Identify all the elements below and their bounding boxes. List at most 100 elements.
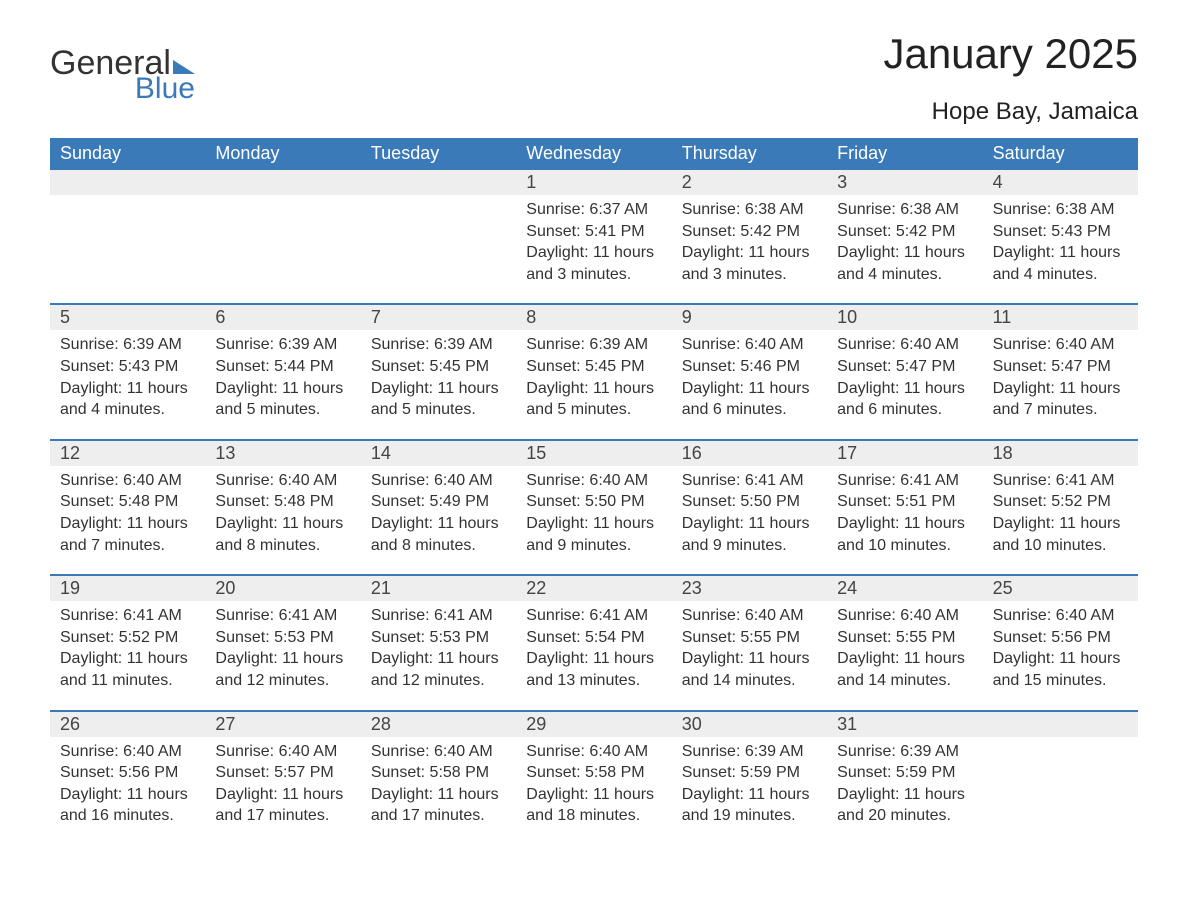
- day-number: 23: [672, 576, 827, 601]
- day-cell: 8Sunrise: 6:39 AMSunset: 5:45 PMDaylight…: [516, 303, 671, 438]
- sunset-text: Sunset: 5:48 PM: [60, 491, 195, 513]
- day-cell: [983, 710, 1138, 845]
- day-number: 8: [516, 305, 671, 330]
- day-info: Sunrise: 6:40 AMSunset: 5:58 PMDaylight:…: [526, 741, 661, 827]
- daylight-text: Daylight: 11 hours and 4 minutes.: [60, 378, 195, 421]
- day-number: 5: [50, 305, 205, 330]
- header-right: January 2025 Hope Bay, Jamaica: [883, 30, 1138, 126]
- daylight-text: Daylight: 11 hours and 7 minutes.: [60, 513, 195, 556]
- day-cell: 12 Sunrise: 6:40 AMSunset: 5:48 PMDayligh…: [50, 439, 205, 574]
- sunrise-text: Sunrise: 6:41 AM: [682, 470, 817, 492]
- day-cell: 2Sunrise: 6:38 AMSunset: 5:42 PMDaylight…: [672, 170, 827, 303]
- day-number: 27: [205, 712, 360, 737]
- sunset-text: Sunset: 5:56 PM: [60, 762, 195, 784]
- daylight-text: Daylight: 11 hours and 5 minutes.: [526, 378, 661, 421]
- day-cell: 29 Sunrise: 6:40 AMSunset: 5:58 PMDayligh…: [516, 710, 671, 845]
- calendar-grid: SundayMondayTuesdayWednesdayThursdayFrid…: [50, 138, 1138, 845]
- day-cell: 28Sunrise: 6:40 AMSunset: 5:58 PMDayligh…: [361, 710, 516, 845]
- day-number: 6: [205, 305, 360, 330]
- sunrise-text: Sunrise: 6:40 AM: [215, 470, 350, 492]
- day-info: Sunrise: 6:41 AMSunset: 5:50 PMDaylight:…: [682, 470, 817, 556]
- daylight-text: Daylight: 11 hours and 19 minutes.: [682, 784, 817, 827]
- sunrise-text: Sunrise: 6:39 AM: [371, 334, 506, 356]
- day-info: Sunrise: 6:40 AMSunset: 5:46 PMDaylight:…: [682, 334, 817, 420]
- day-number: 16: [672, 441, 827, 466]
- day-info: Sunrise: 6:38 AMSunset: 5:42 PMDaylight:…: [682, 199, 817, 285]
- sunrise-text: Sunrise: 6:40 AM: [526, 741, 661, 763]
- day-number: 7: [361, 305, 516, 330]
- daylight-text: Daylight: 11 hours and 16 minutes.: [60, 784, 195, 827]
- daylight-text: Daylight: 11 hours and 11 minutes.: [60, 648, 195, 691]
- day-info: Sunrise: 6:40 AMSunset: 5:48 PMDaylight:…: [60, 470, 195, 556]
- day-info: Sunrise: 6:41 AMSunset: 5:53 PMDaylight:…: [215, 605, 350, 691]
- daylight-text: Daylight: 11 hours and 8 minutes.: [215, 513, 350, 556]
- daylight-text: Daylight: 11 hours and 8 minutes.: [371, 513, 506, 556]
- day-number: [983, 712, 1138, 737]
- sunrise-text: Sunrise: 6:41 AM: [526, 605, 661, 627]
- sunset-text: Sunset: 5:47 PM: [837, 356, 972, 378]
- sunrise-text: Sunrise: 6:41 AM: [993, 470, 1128, 492]
- sunrise-text: Sunrise: 6:38 AM: [993, 199, 1128, 221]
- daylight-text: Daylight: 11 hours and 6 minutes.: [682, 378, 817, 421]
- daylight-text: Daylight: 11 hours and 3 minutes.: [526, 242, 661, 285]
- day-cell: 1Sunrise: 6:37 AMSunset: 5:41 PMDaylight…: [516, 170, 671, 303]
- sunset-text: Sunset: 5:53 PM: [371, 627, 506, 649]
- daylight-text: Daylight: 11 hours and 13 minutes.: [526, 648, 661, 691]
- sunrise-text: Sunrise: 6:38 AM: [837, 199, 972, 221]
- daylight-text: Daylight: 11 hours and 12 minutes.: [215, 648, 350, 691]
- day-info: Sunrise: 6:41 AMSunset: 5:54 PMDaylight:…: [526, 605, 661, 691]
- day-cell: 16 Sunrise: 6:41 AMSunset: 5:50 PMDayligh…: [672, 439, 827, 574]
- day-cell: 11Sunrise: 6:40 AMSunset: 5:47 PMDayligh…: [983, 303, 1138, 438]
- sunset-text: Sunset: 5:52 PM: [993, 491, 1128, 513]
- sunset-text: Sunset: 5:59 PM: [682, 762, 817, 784]
- day-cell: 25Sunrise: 6:40 AMSunset: 5:56 PMDayligh…: [983, 574, 1138, 709]
- daylight-text: Daylight: 11 hours and 10 minutes.: [837, 513, 972, 556]
- logo: General Blue: [50, 48, 195, 102]
- day-cell: 15Sunrise: 6:40 AMSunset: 5:50 PMDayligh…: [516, 439, 671, 574]
- day-number: 24: [827, 576, 982, 601]
- day-number: 29: [516, 712, 671, 737]
- day-number: 10: [827, 305, 982, 330]
- day-info: Sunrise: 6:41 AMSunset: 5:51 PMDaylight:…: [837, 470, 972, 556]
- sunset-text: Sunset: 5:49 PM: [371, 491, 506, 513]
- calendar-page: General Blue January 2025 Hope Bay, Jama…: [0, 0, 1188, 918]
- day-cell: 14Sunrise: 6:40 AMSunset: 5:49 PMDayligh…: [361, 439, 516, 574]
- day-info: Sunrise: 6:40 AMSunset: 5:47 PMDaylight:…: [993, 334, 1128, 420]
- day-info: Sunrise: 6:40 AMSunset: 5:56 PMDaylight:…: [60, 741, 195, 827]
- sunrise-text: Sunrise: 6:40 AM: [682, 605, 817, 627]
- sunrise-text: Sunrise: 6:39 AM: [837, 741, 972, 763]
- day-info: Sunrise: 6:40 AMSunset: 5:49 PMDaylight:…: [371, 470, 506, 556]
- sunrise-text: Sunrise: 6:41 AM: [837, 470, 972, 492]
- sunset-text: Sunset: 5:57 PM: [215, 762, 350, 784]
- sunset-text: Sunset: 5:42 PM: [682, 221, 817, 243]
- sunrise-text: Sunrise: 6:39 AM: [526, 334, 661, 356]
- day-info: Sunrise: 6:40 AMSunset: 5:57 PMDaylight:…: [215, 741, 350, 827]
- day-cell: 22Sunrise: 6:41 AMSunset: 5:54 PMDayligh…: [516, 574, 671, 709]
- day-number: [205, 170, 360, 195]
- sunrise-text: Sunrise: 6:40 AM: [215, 741, 350, 763]
- sunset-text: Sunset: 5:42 PM: [837, 221, 972, 243]
- day-number: [50, 170, 205, 195]
- daylight-text: Daylight: 11 hours and 17 minutes.: [371, 784, 506, 827]
- daylight-text: Daylight: 11 hours and 12 minutes.: [371, 648, 506, 691]
- sunset-text: Sunset: 5:44 PM: [215, 356, 350, 378]
- day-cell: 31Sunrise: 6:39 AMSunset: 5:59 PMDayligh…: [827, 710, 982, 845]
- day-number: 12: [50, 441, 205, 466]
- day-info: Sunrise: 6:41 AMSunset: 5:53 PMDaylight:…: [371, 605, 506, 691]
- logo-text: General Blue: [50, 48, 195, 102]
- sunset-text: Sunset: 5:41 PM: [526, 221, 661, 243]
- day-cell: 7Sunrise: 6:39 AMSunset: 5:45 PMDaylight…: [361, 303, 516, 438]
- day-number: 15: [516, 441, 671, 466]
- day-cell: 9Sunrise: 6:40 AMSunset: 5:46 PMDaylight…: [672, 303, 827, 438]
- sunrise-text: Sunrise: 6:40 AM: [837, 605, 972, 627]
- sunset-text: Sunset: 5:54 PM: [526, 627, 661, 649]
- day-cell: 6Sunrise: 6:39 AMSunset: 5:44 PMDaylight…: [205, 303, 360, 438]
- day-cell: 21 Sunrise: 6:41 AMSunset: 5:53 PMDayligh…: [361, 574, 516, 709]
- daylight-text: Daylight: 11 hours and 20 minutes.: [837, 784, 972, 827]
- weekday-header: Sunday: [50, 138, 205, 170]
- weekday-header: Wednesday: [516, 138, 671, 170]
- day-number: 21: [361, 576, 516, 601]
- sunrise-text: Sunrise: 6:40 AM: [993, 334, 1128, 356]
- day-info: Sunrise: 6:37 AMSunset: 5:41 PMDaylight:…: [526, 199, 661, 285]
- day-number: 4: [983, 170, 1138, 195]
